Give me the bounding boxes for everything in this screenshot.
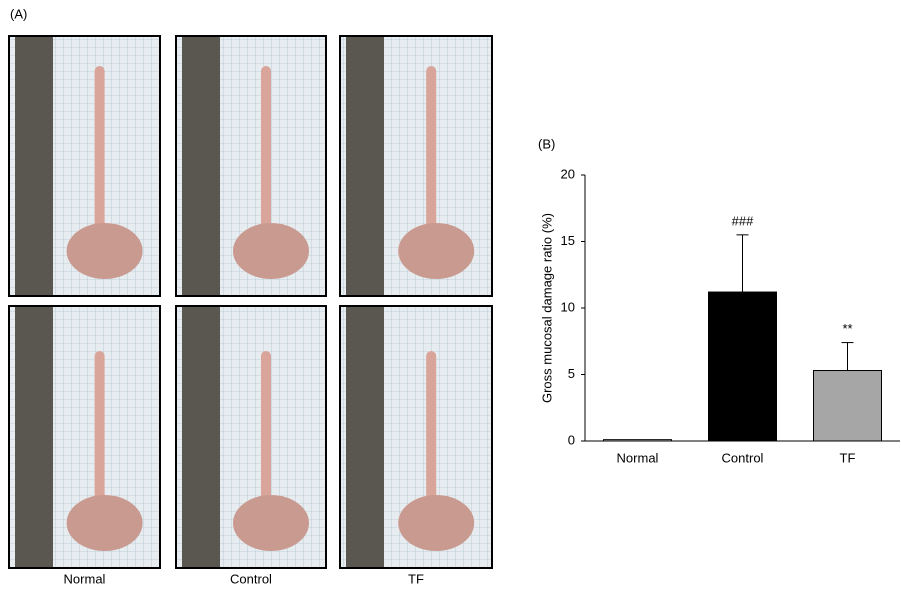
panel-b-label: (B)	[538, 136, 555, 151]
x-tick-label: TF	[840, 450, 856, 465]
stomach	[67, 223, 143, 279]
x-tick-label: Control	[722, 450, 764, 465]
stomach	[67, 495, 143, 551]
y-axis-title: Gross mucosal damage ratio (%)	[539, 213, 554, 403]
esophagus	[426, 66, 436, 235]
y-tick-label: 10	[561, 299, 575, 314]
stomach	[398, 223, 474, 279]
ruler	[15, 37, 53, 295]
y-tick-label: 5	[568, 366, 575, 381]
esophagus	[261, 66, 271, 235]
stomach	[233, 495, 309, 551]
bar	[709, 292, 777, 441]
photos	[9, 36, 492, 568]
stomach	[398, 495, 474, 551]
figure: (A) (B) Gross mucosal damage ratio (%) N…	[0, 0, 901, 591]
ruler	[182, 307, 220, 567]
y-tick-label: 0	[568, 432, 575, 447]
photo-caption: TF	[408, 571, 424, 586]
significance: ###	[732, 213, 754, 228]
photo-caption: Normal	[64, 571, 106, 586]
esophagus	[95, 66, 105, 235]
photo-caption: Control	[230, 571, 272, 586]
panel-a-label: (A)	[10, 6, 27, 21]
ruler	[182, 37, 220, 295]
bar	[604, 440, 672, 441]
stomach	[233, 223, 309, 279]
y-tick-label: 15	[561, 233, 575, 248]
ruler	[15, 307, 53, 567]
x-tick-label: Normal	[617, 450, 659, 465]
significance: **	[842, 321, 852, 336]
ruler	[346, 307, 384, 567]
bar	[814, 371, 882, 441]
ruler	[346, 37, 384, 295]
y-tick-label: 20	[561, 166, 575, 181]
